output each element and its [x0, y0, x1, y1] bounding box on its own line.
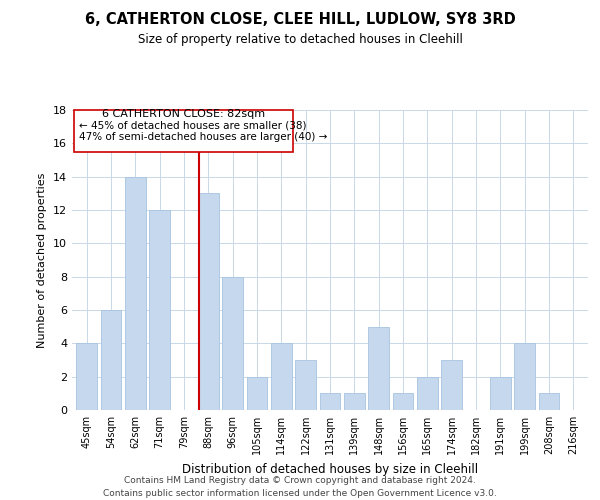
- Bar: [101, 310, 121, 410]
- Bar: [344, 394, 365, 410]
- Text: 6 CATHERTON CLOSE: 82sqm: 6 CATHERTON CLOSE: 82sqm: [103, 109, 266, 119]
- Bar: [125, 176, 146, 410]
- Bar: [222, 276, 243, 410]
- Y-axis label: Number of detached properties: Number of detached properties: [37, 172, 47, 348]
- Bar: [198, 194, 218, 410]
- Bar: [442, 360, 462, 410]
- Bar: [295, 360, 316, 410]
- Bar: [392, 394, 413, 410]
- Text: ← 45% of detached houses are smaller (38): ← 45% of detached houses are smaller (38…: [79, 121, 307, 131]
- Bar: [76, 344, 97, 410]
- Bar: [149, 210, 170, 410]
- Text: Contains HM Land Registry data © Crown copyright and database right 2024.
Contai: Contains HM Land Registry data © Crown c…: [103, 476, 497, 498]
- X-axis label: Distribution of detached houses by size in Cleehill: Distribution of detached houses by size …: [182, 462, 478, 475]
- Text: 6, CATHERTON CLOSE, CLEE HILL, LUDLOW, SY8 3RD: 6, CATHERTON CLOSE, CLEE HILL, LUDLOW, S…: [85, 12, 515, 28]
- Bar: [417, 376, 438, 410]
- Bar: [320, 394, 340, 410]
- Text: Size of property relative to detached houses in Cleehill: Size of property relative to detached ho…: [137, 32, 463, 46]
- FancyBboxPatch shape: [74, 110, 293, 152]
- Bar: [514, 344, 535, 410]
- Text: 47% of semi-detached houses are larger (40) →: 47% of semi-detached houses are larger (…: [79, 132, 328, 142]
- Bar: [490, 376, 511, 410]
- Bar: [271, 344, 292, 410]
- Bar: [368, 326, 389, 410]
- Bar: [247, 376, 268, 410]
- Bar: [539, 394, 559, 410]
